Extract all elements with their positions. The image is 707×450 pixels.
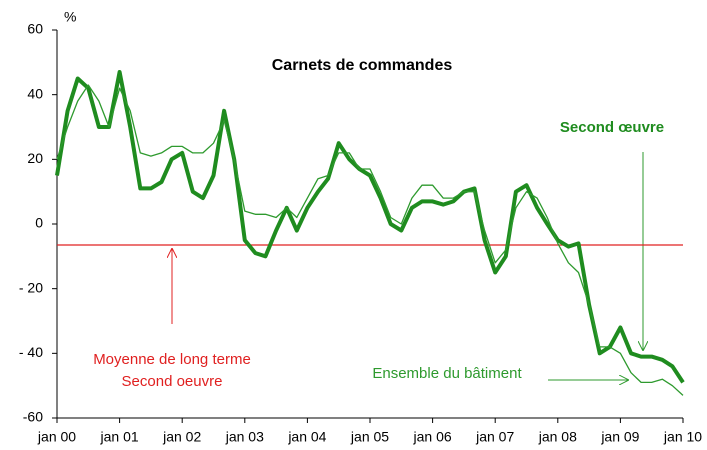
- x-tick-label: jan 01: [100, 429, 139, 445]
- x-tick-label: jan 09: [600, 429, 639, 445]
- chart-title: Carnets de commandes: [272, 57, 453, 74]
- reference-label: Moyenne de long terme: [93, 351, 251, 368]
- x-tick-label: jan 06: [413, 429, 452, 445]
- x-tick-label: jan 00: [37, 429, 76, 445]
- x-tick-label: jan 07: [475, 429, 514, 445]
- y-tick-label: 40: [27, 85, 43, 101]
- y-tick-label: - 40: [19, 344, 43, 360]
- x-tick-label: jan 02: [162, 429, 201, 445]
- y-tick-label: 60: [27, 21, 43, 37]
- x-tick-label: jan 03: [225, 429, 264, 445]
- y-unit: %: [64, 9, 76, 25]
- x-tick-label: jan 04: [287, 429, 326, 445]
- reference-label: Second oeuvre: [122, 373, 223, 390]
- y-tick-label: - 20: [19, 279, 43, 295]
- series-line: [56, 84, 684, 396]
- y-tick-label: -60: [23, 409, 43, 425]
- y-tick-label: 20: [27, 150, 43, 166]
- x-tick-label: jan 10: [663, 429, 702, 445]
- x-tick-label: jan 05: [350, 429, 389, 445]
- series-line: [55, 70, 685, 384]
- series-label: Second œuvre: [560, 119, 664, 136]
- x-tick-label: jan 08: [538, 429, 577, 445]
- y-tick-label: 0: [35, 215, 43, 231]
- series-label: Ensemble du bâtiment: [372, 365, 522, 382]
